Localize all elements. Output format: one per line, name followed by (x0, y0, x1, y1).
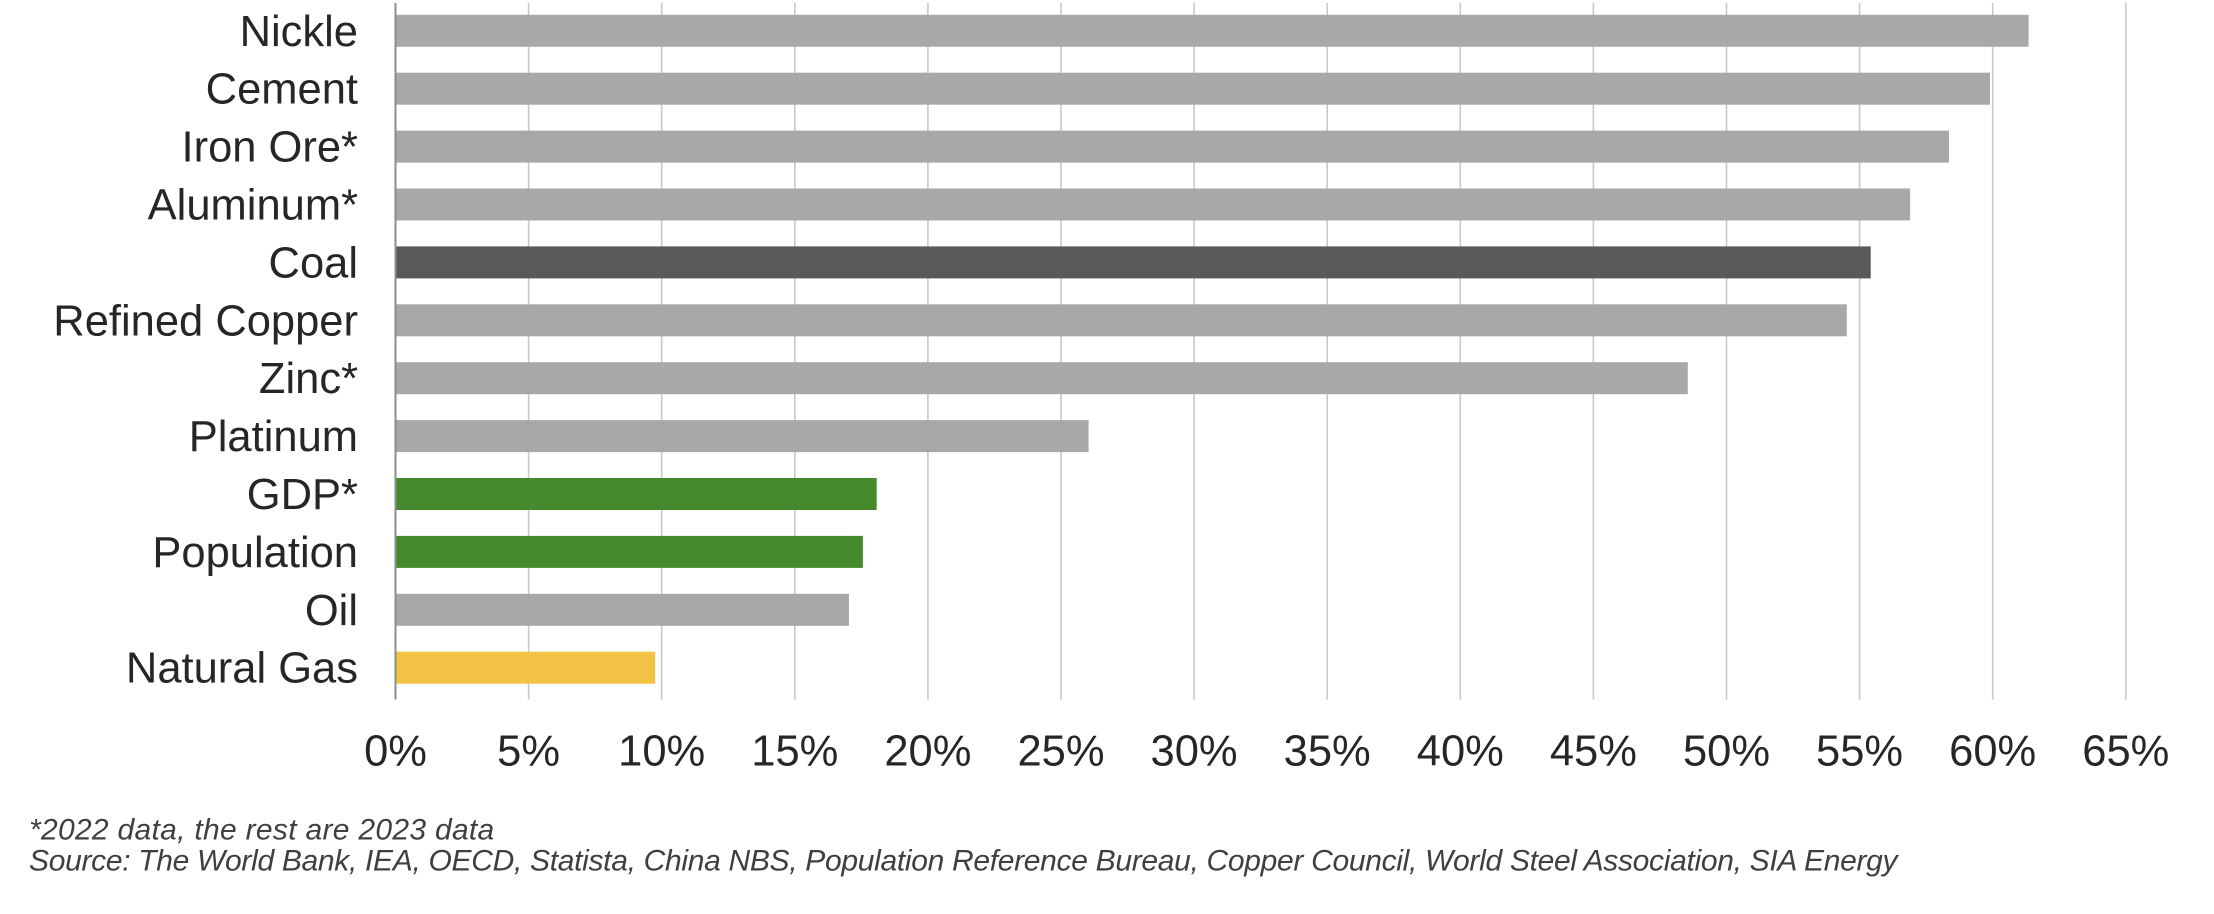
svg-text:Population: Population (152, 529, 358, 577)
svg-text:5%: 5% (497, 727, 560, 775)
svg-text:Natural Gas: Natural Gas (126, 645, 358, 693)
svg-text:Iron Ore*: Iron Ore* (182, 124, 359, 172)
svg-text:Oil: Oil (305, 587, 358, 635)
svg-text:65%: 65% (2082, 727, 2169, 775)
svg-text:15%: 15% (751, 727, 838, 775)
svg-text:25%: 25% (1017, 727, 1104, 775)
svg-text:60%: 60% (1949, 727, 2036, 775)
svg-text:Refined Copper: Refined Copper (53, 297, 358, 345)
svg-text:Source: The World Bank, IEA, O: Source: The World Bank, IEA, OECD, Stati… (29, 845, 1899, 878)
svg-text:Aluminum*: Aluminum* (148, 182, 358, 230)
svg-text:0%: 0% (364, 727, 427, 775)
svg-text:*2022 data, the rest are 2023: *2022 data, the rest are 2023 data (29, 814, 495, 847)
svg-text:20%: 20% (884, 727, 971, 775)
svg-text:50%: 50% (1683, 727, 1770, 775)
svg-text:Coal: Coal (269, 239, 358, 287)
svg-text:Platinum: Platinum (189, 413, 358, 461)
svg-text:GDP*: GDP* (247, 471, 358, 519)
svg-text:Nickle: Nickle (240, 8, 358, 56)
svg-text:30%: 30% (1151, 727, 1238, 775)
svg-text:10%: 10% (618, 727, 705, 775)
svg-text:45%: 45% (1550, 727, 1637, 775)
svg-text:35%: 35% (1284, 727, 1371, 775)
svg-text:55%: 55% (1816, 727, 1903, 775)
svg-text:Zinc*: Zinc* (259, 355, 358, 403)
svg-text:Cement: Cement (206, 66, 358, 114)
svg-text:40%: 40% (1417, 727, 1504, 775)
